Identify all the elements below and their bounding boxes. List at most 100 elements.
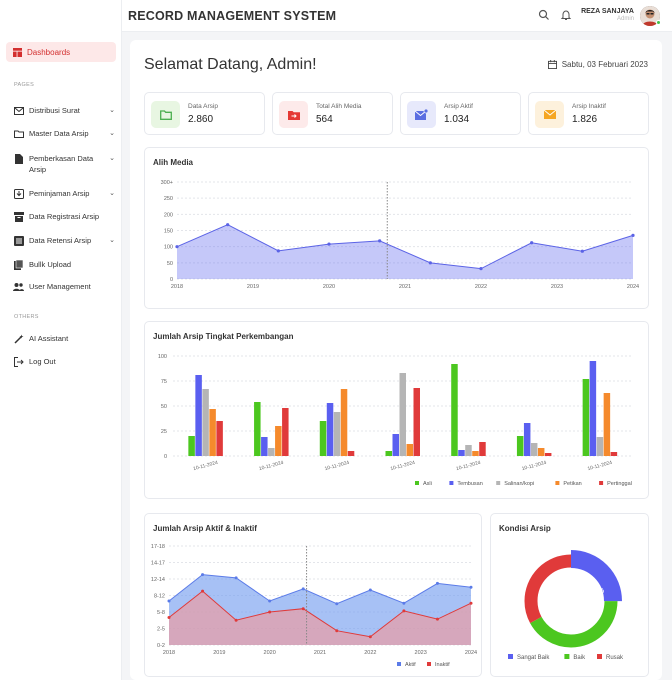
legend-swatch — [449, 481, 454, 485]
data-point — [268, 599, 272, 603]
x-tick-label: 2018 — [171, 284, 183, 290]
online-status-dot — [656, 20, 661, 25]
data-point — [167, 616, 171, 619]
bar — [275, 426, 282, 456]
sidebar: Dashboards PAGES Distribusi Surat ⌄ Mast… — [0, 0, 122, 680]
sidebar-item-log-out[interactable]: Log Out — [13, 356, 115, 367]
stat-card-data-arsip[interactable]: Data Arsip 2.860 — [144, 92, 265, 135]
data-point — [201, 589, 205, 593]
mail-notification-icon — [407, 101, 436, 128]
avatar[interactable] — [640, 6, 660, 26]
sidebar-item-pemberkasan-data-arsip[interactable]: Pemberkasan Data Arsip ⌄ — [13, 153, 115, 175]
x-tick-label: 2023 — [551, 284, 563, 290]
legend-swatch — [564, 654, 570, 659]
x-tick-label: 10-11-2024 — [193, 460, 219, 472]
user-name: REZA SANJAYA — [581, 8, 634, 15]
sidebar-item-dashboards[interactable]: Dashboards — [6, 42, 116, 62]
series-line — [176, 224, 634, 270]
sidebar-item-data-retensi-arsip[interactable]: Data Retensi Arsip ⌄ — [13, 235, 115, 246]
sidebar-item-data-registrasi-arsip[interactable]: Data Registrasi Arsip — [13, 211, 115, 222]
app-title: RECORD MANAGEMENT SYSTEM — [128, 9, 337, 23]
magic-wand-icon — [13, 333, 24, 344]
bar — [385, 451, 392, 456]
data-point — [368, 588, 372, 592]
stat-card-total-alih-media[interactable]: Total Alih Media 564 — [272, 92, 393, 135]
stat-card-arsip-inaktif[interactable]: Arsip Inaktif 1.826 — [528, 92, 649, 135]
bar — [195, 375, 202, 456]
y-tick-label: 2-5 — [157, 627, 165, 633]
list-icon — [13, 235, 24, 246]
x-tick-label: 2020 — [323, 284, 335, 290]
transfer-folder-icon — [279, 101, 308, 128]
folder-icon — [151, 101, 180, 128]
bar — [347, 451, 355, 456]
x-tick-label: 10-11-2024 — [390, 460, 416, 472]
users-icon — [13, 281, 24, 292]
bar — [451, 364, 458, 456]
sidebar-item-label: Peminjaman Arsip — [29, 189, 90, 198]
sidebar-item-label: Data Registrasi Arsip — [29, 212, 100, 221]
sidebar-item-peminjaman-arsip[interactable]: Peminjaman Arsip ⌄ — [13, 188, 115, 199]
bar — [603, 393, 611, 456]
data-point — [226, 223, 230, 227]
aktif-inaktif-chart[interactable]: 0-2 2-5 5-8 8-12 12-14 14-17 17-18 2018 2019 2020… — [145, 514, 483, 678]
data-point — [201, 573, 205, 577]
bar — [596, 437, 604, 456]
welcome-heading: Selamat Datang, Admin! — [144, 56, 317, 73]
bell-icon[interactable] — [560, 9, 572, 21]
stat-label: Arsip Aktif — [444, 103, 473, 110]
stat-value: 1.034 — [444, 114, 470, 125]
y-tick-label: 50 — [167, 261, 173, 267]
stat-value: 2.860 — [188, 114, 214, 125]
tingkat-perkembangan-chart[interactable]: 0 25 50 75 100 10-11-2024 10-11-2024 10-11-2024… — [145, 322, 650, 500]
y-tick-label: 75 — [161, 379, 167, 385]
data-point — [276, 249, 280, 253]
x-tick-label: 2024 — [465, 650, 477, 656]
sidebar-item-ai-assistant[interactable]: AI Assistant — [13, 333, 115, 344]
sidebar-item-user-management[interactable]: User Management — [13, 281, 115, 292]
bar — [589, 361, 597, 456]
bar — [465, 445, 472, 456]
chevron-down-icon[interactable]: ⌄ — [109, 107, 115, 114]
sidebar-item-label: Bullk Upload — [29, 260, 72, 269]
x-tick-label: 2024 — [627, 284, 639, 290]
bar — [516, 436, 524, 456]
y-tick-label: 300+ — [161, 180, 173, 186]
x-tick-label: 10-11-2024 — [521, 460, 547, 472]
bar — [392, 434, 399, 456]
y-tick-label: 0 — [170, 277, 173, 283]
stat-label: Data Arsip — [188, 103, 218, 110]
legend-swatch — [508, 654, 513, 659]
kondisi-arsip-chart[interactable]: 25% Sangat Baik Baik Rusak — [491, 514, 650, 678]
alih-media-chart[interactable]: 0 50 100 150 200 250 300+ 2018 2019 2020 2021 2022 2… — [145, 148, 650, 310]
x-tick-label: 10-11-2024 — [258, 460, 284, 472]
legend-label: Rusak — [606, 655, 624, 661]
data-point — [469, 601, 473, 605]
chevron-down-icon[interactable]: ⌄ — [109, 130, 115, 137]
logout-icon — [13, 356, 24, 367]
x-tick-label: 10-11-2024 — [587, 460, 613, 472]
search-icon[interactable] — [538, 9, 550, 21]
chart-card-aktif-inaktif: Jumlah Arsip Aktif & Inaktif 0-2 2-5 5-8 8-… — [144, 513, 482, 677]
chevron-down-icon[interactable]: ⌄ — [109, 190, 115, 197]
y-tick-label: 200 — [164, 212, 173, 218]
sidebar-item-label: Data Retensi Arsip — [29, 236, 92, 245]
data-point — [469, 585, 473, 589]
chevron-down-icon[interactable]: ⌄ — [109, 155, 115, 162]
chevron-down-icon[interactable]: ⌄ — [109, 237, 115, 244]
bar — [216, 421, 223, 456]
calendar-icon — [547, 60, 557, 69]
slice-label: 25% — [590, 588, 605, 595]
upload-file-icon — [13, 259, 24, 270]
chart-title: Alih Media — [153, 158, 194, 167]
stat-card-arsip-aktif[interactable]: Arsip Aktif 1.034 — [400, 92, 521, 135]
sidebar-item-master-data-arsip[interactable]: Master Data Arsip ⌄ — [13, 128, 115, 139]
avatar-image-icon — [640, 6, 660, 26]
data-point — [580, 249, 584, 253]
chart-card-alih-media: Alih Media 0 50 100 150 200 250 300+ 2018 2019 20… — [144, 147, 649, 309]
data-point — [378, 239, 382, 243]
sidebar-item-bulk-upload[interactable]: Bullk Upload — [13, 259, 115, 270]
sidebar-item-distribusi-surat[interactable]: Distribusi Surat ⌄ — [13, 105, 115, 116]
data-point — [368, 635, 372, 639]
bar — [582, 379, 590, 456]
